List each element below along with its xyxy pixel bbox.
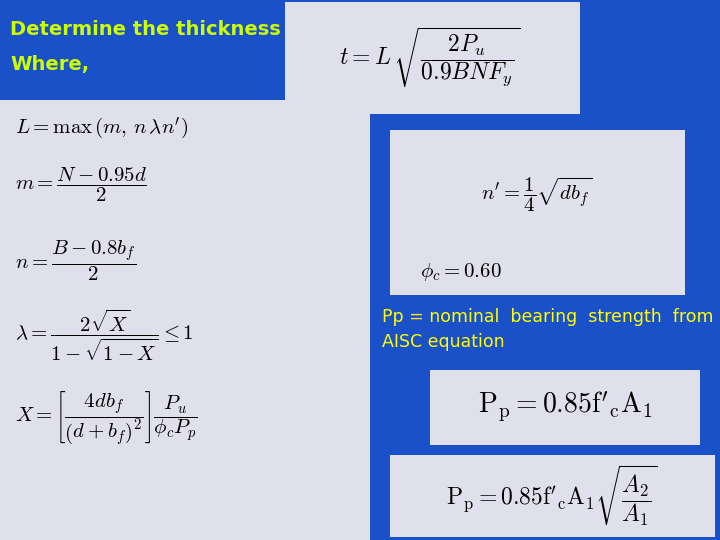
- FancyBboxPatch shape: [0, 100, 370, 540]
- Text: $n = \dfrac{B-0.8b_f}{2}$: $n = \dfrac{B-0.8b_f}{2}$: [15, 238, 136, 283]
- Text: $n' = \dfrac{1}{4}\sqrt{db_f}$: $n' = \dfrac{1}{4}\sqrt{db_f}$: [481, 176, 593, 214]
- Text: $m = \dfrac{N-0.95d}{2}$: $m = \dfrac{N-0.95d}{2}$: [15, 165, 147, 204]
- Text: $\mathrm{P_p = 0.85f'_c A_1}\sqrt{\dfrac{A_2}{A_1}}$: $\mathrm{P_p = 0.85f'_c A_1}\sqrt{\dfrac…: [446, 463, 657, 529]
- Text: $t = L\,\sqrt{\dfrac{2P_u}{0.9BNF_y}}$: $t = L\,\sqrt{\dfrac{2P_u}{0.9BNF_y}}$: [339, 26, 521, 90]
- FancyBboxPatch shape: [390, 130, 685, 295]
- Text: $\phi_c = 0.60$: $\phi_c = 0.60$: [420, 261, 502, 283]
- Text: Determine the thickness: Determine the thickness: [10, 20, 281, 39]
- Text: $X = \left[\dfrac{4db_f}{\left(d+b_f\right)^2}\right]\dfrac{P_u}{\phi_c P_p}$: $X = \left[\dfrac{4db_f}{\left(d+b_f\rig…: [15, 390, 198, 448]
- FancyBboxPatch shape: [285, 2, 580, 114]
- Text: $\mathrm{P_p = 0.85f'_c A_1}$: $\mathrm{P_p = 0.85f'_c A_1}$: [478, 389, 652, 424]
- FancyBboxPatch shape: [430, 370, 700, 445]
- FancyBboxPatch shape: [390, 455, 715, 537]
- Text: $\lambda = \dfrac{2\sqrt{X}}{1-\sqrt{1-X}} \leq 1$: $\lambda = \dfrac{2\sqrt{X}}{1-\sqrt{1-X…: [15, 308, 194, 363]
- Text: Where,: Where,: [10, 55, 89, 74]
- Text: Pp = nominal  bearing  strength  from
AISC equation: Pp = nominal bearing strength from AISC …: [382, 308, 714, 351]
- Text: $L = \max\,(m,\,n\,\lambda n^{\prime})$: $L = \max\,(m,\,n\,\lambda n^{\prime})$: [15, 115, 188, 141]
